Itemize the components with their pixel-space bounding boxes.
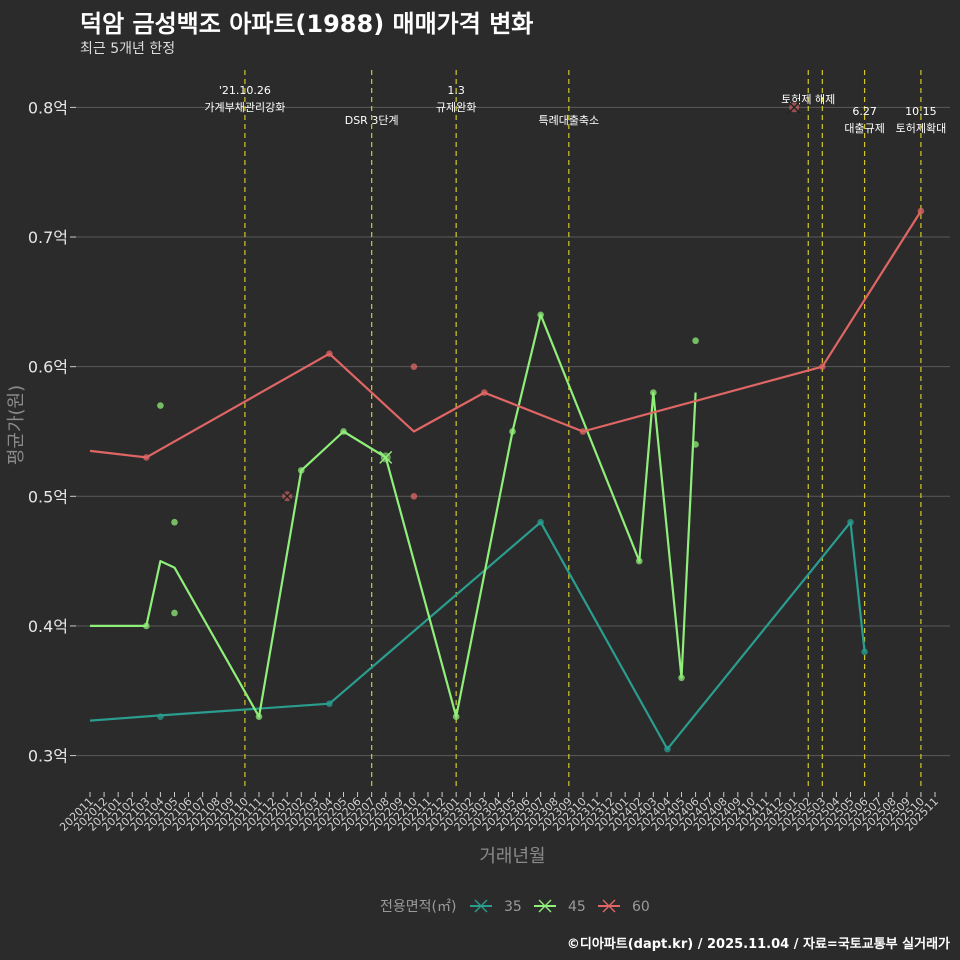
chart-title: 덕암 금성백조 아파트(1988) 매매가격 변화	[80, 10, 534, 38]
data-point-60	[326, 350, 333, 357]
event-label: 1.3	[447, 84, 465, 97]
event-label: 규제완화	[436, 101, 476, 114]
y-tick-label: 0.5억	[28, 487, 68, 506]
source-caption: ©디아파트(dapt.kr) / 2025.11.04 / 자료=국토교통부 실…	[566, 937, 950, 952]
data-point-45	[171, 609, 178, 617]
data-point-45	[143, 622, 150, 630]
legend-label: 45	[568, 899, 586, 915]
legend-key-cross	[474, 899, 488, 913]
data-point-60	[481, 389, 488, 396]
event-label: 토허제 해제	[781, 92, 835, 106]
data-point-35	[861, 648, 868, 656]
y-tick-label: 0.8억	[28, 98, 68, 117]
data-point-60	[143, 454, 150, 461]
event-label: 토허제확대	[896, 122, 947, 135]
cross-marker-60	[787, 100, 801, 114]
y-tick-label: 0.3억	[28, 747, 68, 766]
cross-marker-45	[379, 450, 393, 464]
data-point-60	[917, 207, 925, 215]
data-point-60	[819, 363, 826, 370]
data-point-45	[692, 337, 699, 345]
event-label: 가계부채관리강화	[204, 101, 285, 114]
event-label: 대출규제	[844, 122, 884, 135]
data-point-45	[509, 428, 516, 435]
y-tick-label: 0.4억	[28, 617, 68, 636]
data-point-45	[340, 428, 347, 435]
y-tick-label: 0.7억	[28, 228, 68, 247]
data-point-45	[297, 467, 305, 474]
legend-title: 전용면적(㎡)	[380, 899, 456, 915]
data-point-45	[650, 389, 657, 396]
event-label: '21.10.26	[219, 84, 271, 97]
chart-subtitle: 최근 5개년 한정	[80, 41, 176, 57]
legend-key-cross	[602, 899, 616, 913]
data-point-35	[157, 713, 164, 720]
legend-label: 60	[632, 899, 650, 915]
series-line-60	[89, 210, 922, 459]
data-point-60	[410, 363, 418, 370]
data-point-45	[452, 713, 460, 720]
data-point-60	[579, 428, 587, 435]
data-point-60	[410, 493, 418, 500]
data-point-35	[664, 745, 671, 753]
data-point-35	[847, 518, 854, 526]
event-label: 10.15	[905, 105, 937, 118]
data-point-45	[537, 311, 544, 319]
data-point-45	[157, 402, 164, 409]
data-point-45	[171, 518, 178, 526]
event-label: DSR 3단계	[345, 114, 399, 127]
data-point-45	[692, 441, 699, 448]
cross-marker-60	[280, 489, 294, 503]
series-line-45	[90, 313, 697, 718]
data-point-45	[678, 674, 685, 682]
event-label: 특례대출축소	[538, 114, 599, 127]
data-point-35	[537, 518, 544, 526]
y-tick-label: 0.6억	[28, 358, 68, 377]
y-axis-title: 평균가(원)	[6, 385, 27, 465]
legend-key-cross	[538, 899, 552, 913]
legend-label: 35	[504, 899, 522, 915]
x-axis-title: 거래년월	[479, 846, 545, 867]
series-line-35	[89, 521, 866, 751]
data-point-35	[326, 700, 333, 708]
data-point-45	[255, 713, 263, 720]
data-point-45	[635, 557, 643, 565]
event-label: 6.27	[852, 105, 877, 118]
